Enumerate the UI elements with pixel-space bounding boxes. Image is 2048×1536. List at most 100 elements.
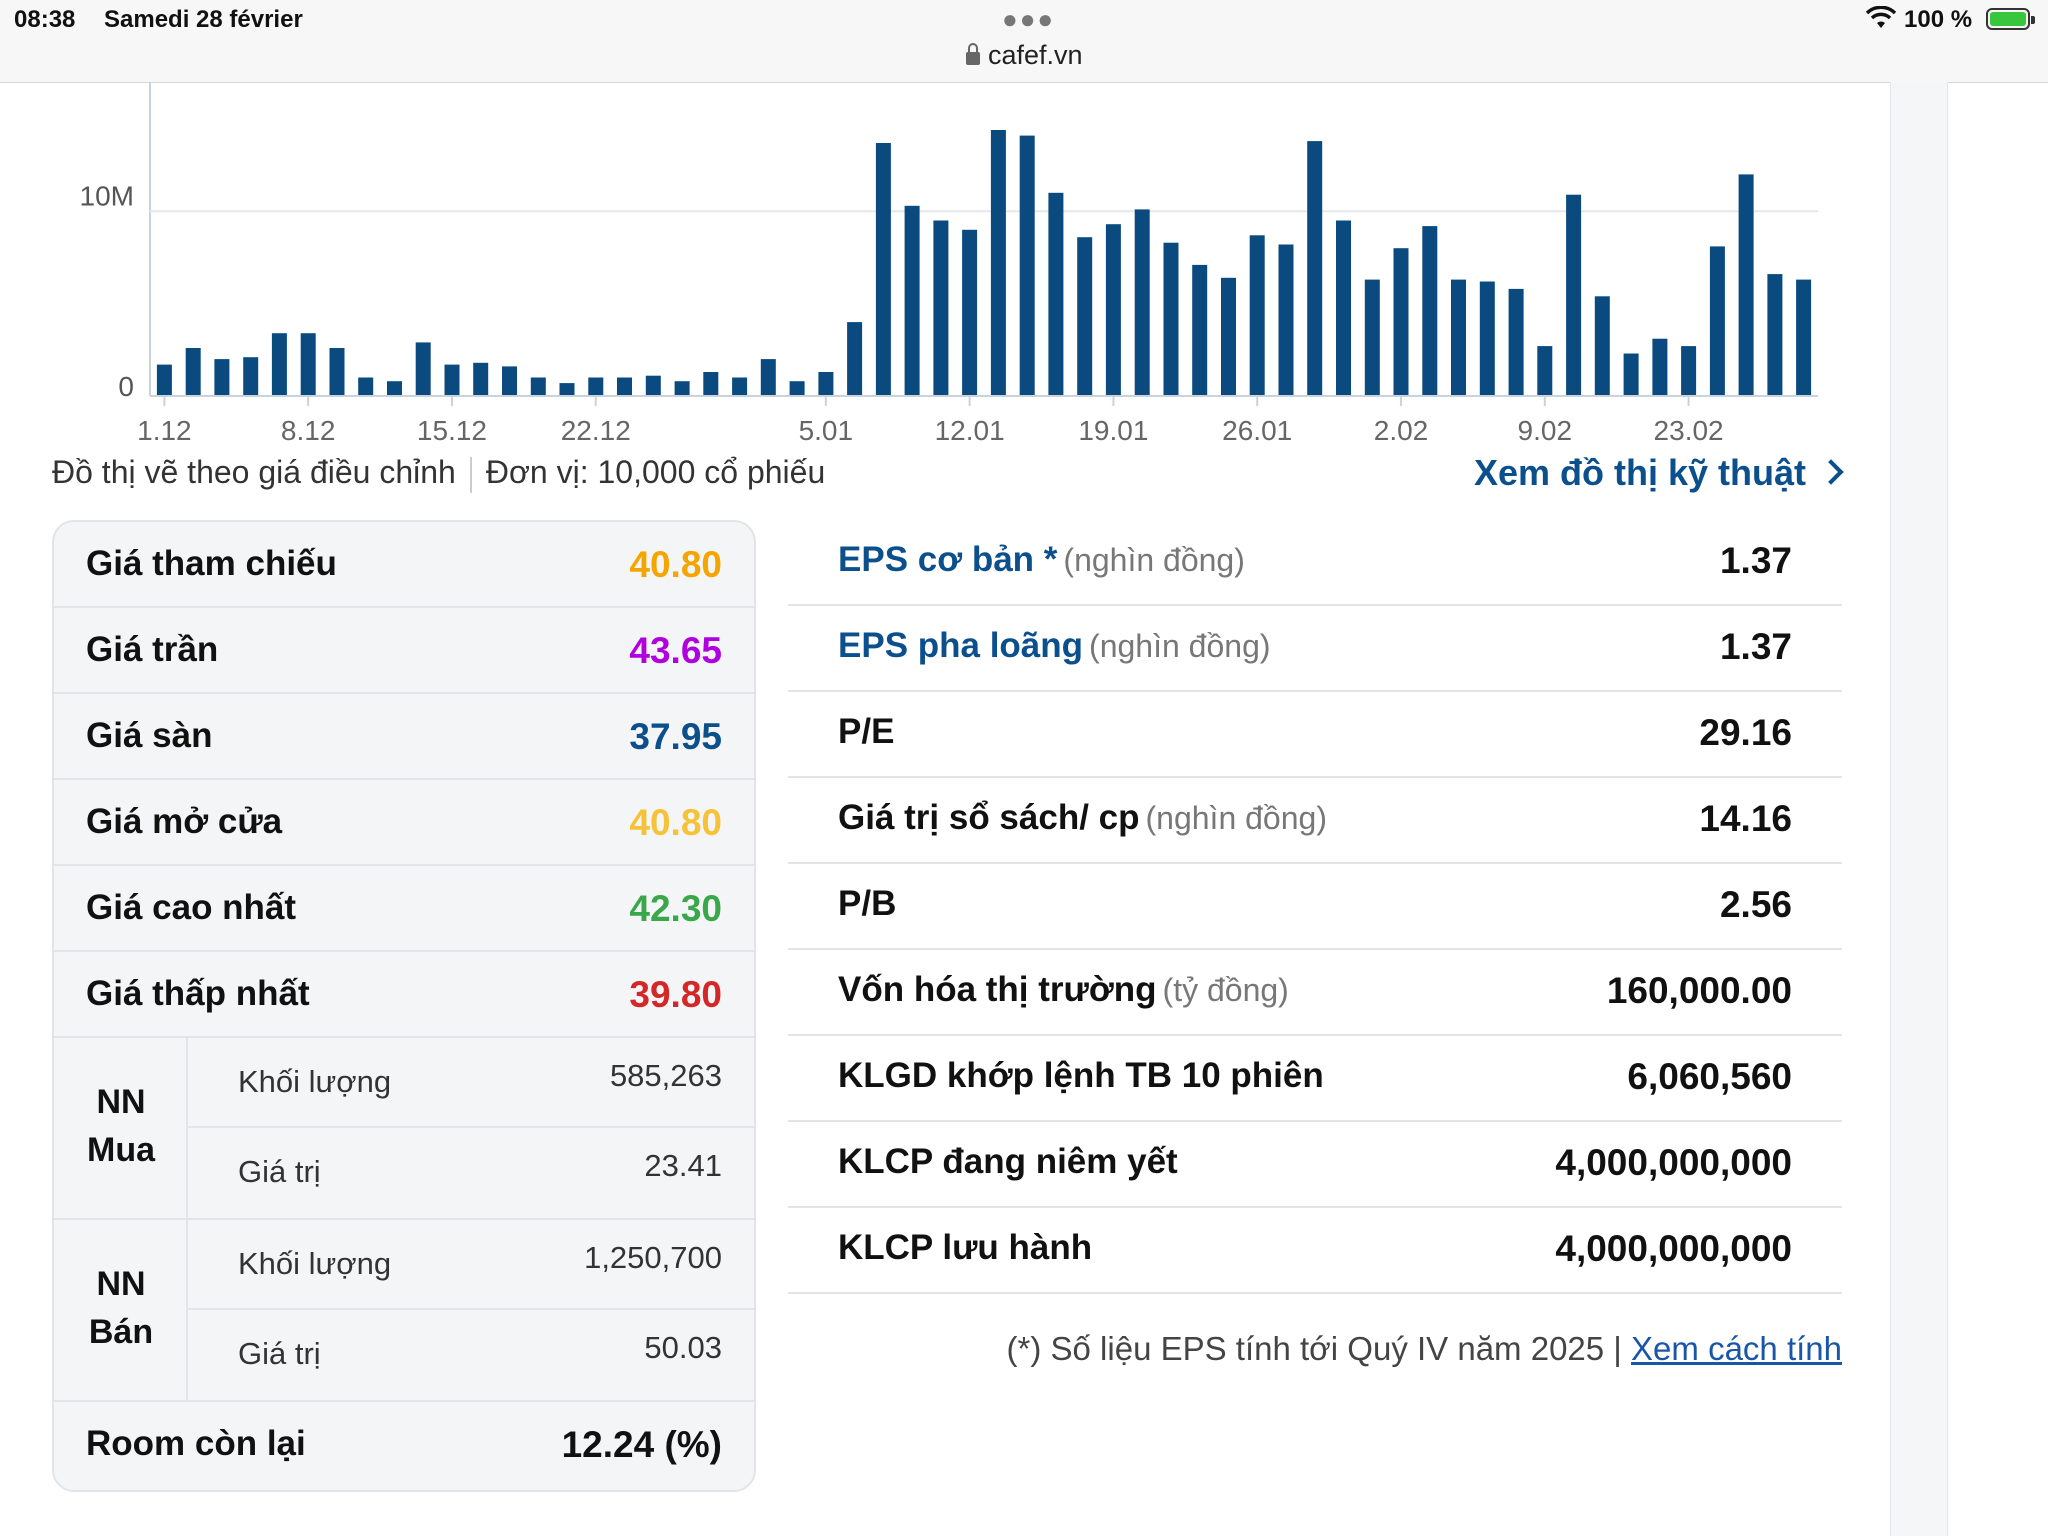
- volume-bar: [502, 366, 517, 396]
- price-table: Giá tham chiếu 40.80 Giá trần 43.65 Giá …: [52, 520, 756, 1492]
- metric-value: 2.56: [1719, 884, 1792, 925]
- volume-bar: [243, 357, 259, 396]
- foreign-sell-value-row: Giá trị 50.03: [238, 1330, 722, 1371]
- price-row: Giá mở cửa 40.80: [54, 780, 754, 866]
- status-bar: 08:38 Samedi 28 février ●●● cafef.vn 100…: [0, 0, 2048, 83]
- volume-bar: [1767, 274, 1783, 396]
- volume-bar: [847, 322, 863, 396]
- price-label: Giá tham chiếu: [86, 544, 337, 583]
- x-tick-label: 5.01: [799, 415, 854, 442]
- price-row: Giá tham chiếu 40.80: [54, 522, 754, 608]
- metric-label: P/E: [838, 712, 895, 751]
- foreign-buy-value: 23.41: [644, 1148, 722, 1183]
- battery-icon: [1986, 8, 2035, 30]
- metric-label: Vốn hóa thị trường (tỷ đồng): [838, 970, 1289, 1009]
- volume-bar: [1508, 288, 1524, 396]
- volume-bar: [962, 229, 978, 396]
- price-row: Giá trần 43.65: [54, 608, 754, 694]
- volume-bar: [1451, 279, 1466, 396]
- metric-value: 160,000.00: [1606, 970, 1792, 1011]
- lock-icon: [966, 43, 980, 65]
- status-time: 08:38: [14, 6, 76, 33]
- price-value: 40.80: [629, 544, 722, 585]
- price-row: Giá sàn 37.95: [54, 694, 754, 780]
- volume-bar: [300, 333, 316, 396]
- page-gutter: [1890, 82, 1948, 1536]
- price-value: 43.65: [629, 630, 722, 671]
- metric-value: 4,000,000,000: [1555, 1142, 1792, 1183]
- metric-label: KLCP đang niêm yết: [838, 1142, 1178, 1181]
- volume-bar: [732, 377, 748, 396]
- volume-bar: [1681, 346, 1697, 396]
- price-value: 40.80: [629, 802, 722, 843]
- price-value: 39.80: [629, 974, 722, 1015]
- more-dots-icon[interactable]: ●●●: [1002, 4, 1056, 34]
- metric-value: 1.37: [1719, 626, 1792, 667]
- price-label: Giá mở cửa: [86, 802, 283, 841]
- volume-bar: [214, 359, 230, 396]
- eps-diluted-link[interactable]: EPS pha loãng (nghìn đồng): [838, 626, 1271, 665]
- address-bar[interactable]: cafef.vn: [966, 40, 1083, 71]
- volume-bar: [1738, 174, 1754, 396]
- eps-basic-link[interactable]: EPS cơ bản * (nghìn đồng): [838, 540, 1245, 579]
- eps-calculation-link[interactable]: Xem cách tính: [1631, 1330, 1842, 1367]
- x-tick-label: 8.12: [281, 415, 336, 442]
- volume-bar: [1221, 277, 1236, 396]
- room-row: Room còn lại 12.24 (%): [54, 1402, 754, 1488]
- battery-percent: 100 %: [1904, 6, 1973, 33]
- volume-bar: [559, 383, 575, 396]
- metric-value: 4,000,000,000: [1555, 1228, 1792, 1269]
- volume-bar: [1393, 248, 1409, 396]
- x-tick-label: 26.01: [1222, 415, 1292, 442]
- foreign-buy-volume-row: Khối lượng 585,263: [188, 1038, 754, 1128]
- room-value: 12.24 (%): [561, 1424, 722, 1465]
- price-label: Giá trần: [86, 630, 219, 669]
- metric-row: P/E 29.16: [788, 692, 1842, 778]
- metric-label: KLGD khớp lệnh TB 10 phiên: [838, 1056, 1324, 1095]
- price-value: 42.30: [629, 888, 722, 929]
- volume-bar: [473, 362, 489, 396]
- foreign-sell-value: 50.03: [644, 1330, 722, 1365]
- x-tick-label: 19.01: [1078, 415, 1148, 442]
- volume-bar: [271, 333, 287, 396]
- chevron-right-icon: [1818, 459, 1844, 485]
- technical-chart-link[interactable]: Xem đồ thị kỹ thuật: [1474, 452, 1844, 494]
- foreign-sell-label: NN Bán: [54, 1220, 188, 1400]
- volume-bar: [1479, 281, 1495, 396]
- volume-bar: [818, 372, 834, 396]
- volume-bar: [674, 381, 690, 396]
- volume-bar: [530, 377, 546, 396]
- metric-value: 29.16: [1699, 712, 1792, 753]
- volume-bar: [703, 372, 719, 396]
- chart-note: Đồ thị vẽ theo giá điều chỉnh Đơn vị: 10,…: [52, 454, 825, 493]
- metric-value: 6,060,560: [1627, 1056, 1792, 1097]
- volume-bar: [933, 220, 949, 396]
- volume-bar: [588, 377, 604, 396]
- volume-bar: [358, 377, 374, 396]
- x-tick-label: 1.12: [137, 415, 192, 442]
- volume-bar: [444, 364, 460, 396]
- volume-bar: [387, 381, 402, 396]
- metric-row: EPS cơ bản * (nghìn đồng) 1.37: [788, 520, 1842, 606]
- volume-bar: [156, 364, 172, 396]
- volume-bar: [1278, 244, 1294, 396]
- x-tick-label: 9.02: [1518, 415, 1573, 442]
- metric-row: KLGD khớp lệnh TB 10 phiên 6,060,560: [788, 1036, 1842, 1122]
- x-tick-label: 23.02: [1654, 415, 1724, 442]
- price-value: 37.95: [629, 716, 722, 757]
- price-row: Giá cao nhất 42.30: [54, 866, 754, 952]
- volume-bar: [1163, 242, 1179, 396]
- volume-bar: [1077, 237, 1093, 396]
- volume-bar: [1566, 194, 1582, 396]
- volume-bar: [1192, 264, 1208, 396]
- metric-row: KLCP đang niêm yết 4,000,000,000: [788, 1122, 1842, 1208]
- volume-bar: [1134, 209, 1150, 396]
- price-row: Giá thấp nhất 39.80: [54, 952, 754, 1038]
- volume-bar: [329, 348, 345, 396]
- volume-bar: [1336, 220, 1351, 396]
- volume-bar: [1709, 246, 1725, 396]
- metric-row: P/B 2.56: [788, 864, 1842, 950]
- volume-bar: [1048, 192, 1064, 396]
- metric-row: KLCP lưu hành 4,000,000,000: [788, 1208, 1842, 1294]
- volume-bar: [990, 130, 1006, 396]
